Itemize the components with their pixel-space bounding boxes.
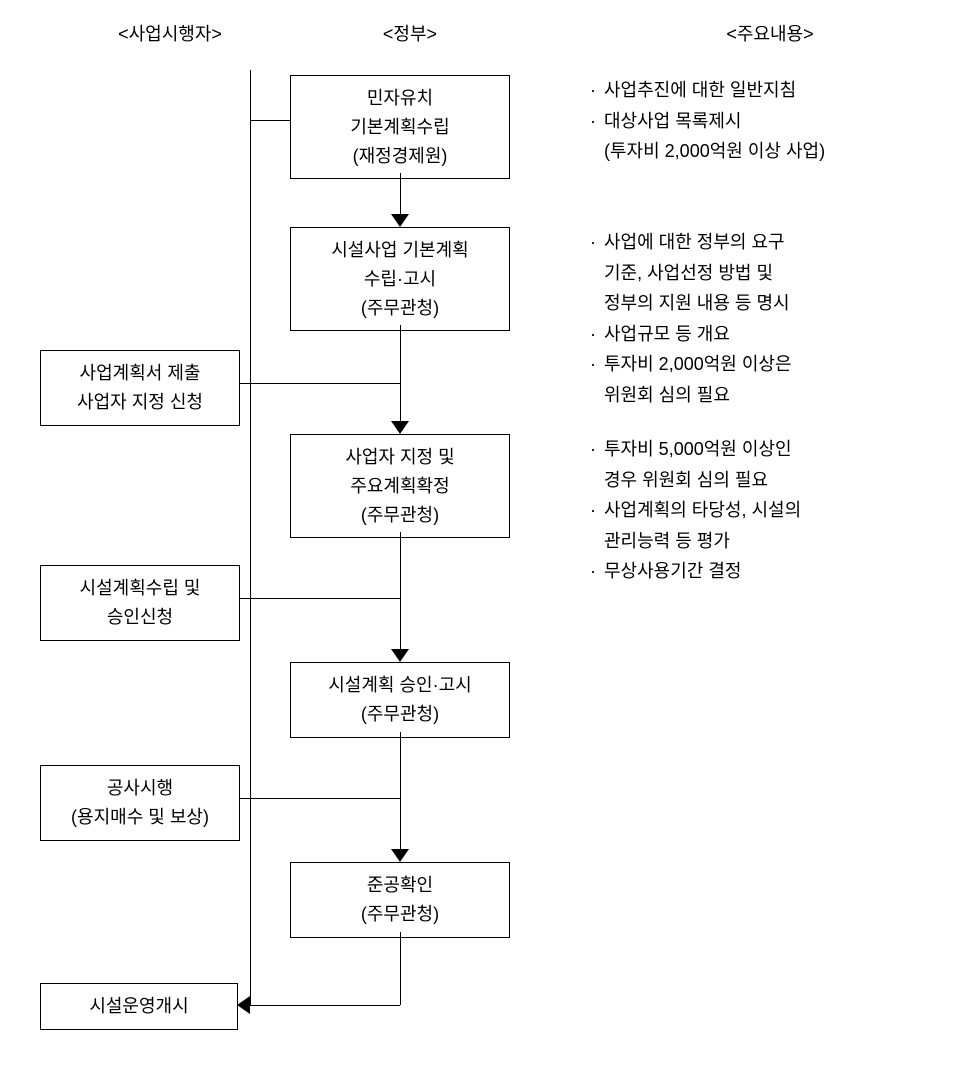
conn-gov4-gov5-v <box>400 732 401 850</box>
gov-box-3-line2: 주요계획확정 <box>350 472 449 501</box>
left-box-2: 시설계획수립 및 승인신청 <box>40 565 240 641</box>
gov-box-1-line2: 기본계획수립 <box>350 113 449 142</box>
note-line: 사업계획의 타당성, 시설의 <box>590 495 950 526</box>
note-line: 관리능력 등 평가 <box>590 526 950 557</box>
gov-box-5-line2: (주무관청) <box>361 900 439 929</box>
left-mainline <box>250 70 251 1005</box>
note-line: 사업추진에 대한 일반지침 <box>590 75 950 106</box>
conn-gov5-left4-h <box>250 1005 400 1006</box>
conn-left2-center <box>240 598 400 599</box>
arrow-gov1-gov2 <box>392 215 408 227</box>
conn-gov2-gov3-v <box>400 325 401 422</box>
conn-gov5-down <box>400 932 401 1005</box>
note-line: 사업규모 등 개요 <box>590 319 950 350</box>
note-line: 무상사용기간 결정 <box>590 556 950 587</box>
gov-box-5-line1: 준공확인 <box>367 871 433 900</box>
flowchart-container: <사업시행자> <정부> <주요내용> 민자유치 기본계획수립 (재정경제원) … <box>30 20 950 1048</box>
left-box-4-line1: 시설운영개시 <box>89 992 188 1021</box>
gov-box-4: 시설계획 승인·고시 (주무관청) <box>290 662 510 738</box>
note-line: (투자비 2,000억원 이상 사업) <box>590 136 950 167</box>
note-line: 투자비 2,000억원 이상은 <box>590 349 950 380</box>
gov-box-3-line1: 사업자 지정 및 <box>345 443 454 472</box>
conn-left1-center <box>240 383 400 384</box>
left-box-1-line2: 사업자 지정 신청 <box>77 388 203 417</box>
note-line: 정부의 지원 내용 등 명시 <box>590 288 950 319</box>
conn-gov1-gov2-v <box>400 173 401 215</box>
conn-gov3-gov4-v <box>400 532 401 650</box>
arrow-gov4-gov5 <box>392 850 408 862</box>
gov-box-2-line3: (주무관청) <box>361 294 439 323</box>
gov-box-3-line3: (주무관청) <box>361 501 439 530</box>
notes-2: 사업에 대한 정부의 요구기준, 사업선정 방법 및정부의 지원 내용 등 명시… <box>590 227 950 411</box>
note-line: 위원회 심의 필요 <box>590 380 950 411</box>
conn-left-to-gov1 <box>250 120 290 121</box>
gov-box-5: 준공확인 (주무관청) <box>290 862 510 938</box>
note-line: 사업에 대한 정부의 요구 <box>590 227 950 258</box>
gov-box-1-line1: 민자유치 <box>367 84 433 113</box>
gov-box-2: 시설사업 기본계획 수립·고시 (주무관청) <box>290 227 510 331</box>
header-right: <주요내용> <box>670 20 870 46</box>
gov-box-2-line2: 수립·고시 <box>364 265 436 294</box>
note-line: 투자비 5,000억원 이상인 <box>590 434 950 465</box>
left-box-4: 시설운영개시 <box>40 983 238 1030</box>
left-box-3-line1: 공사시행 <box>107 774 173 803</box>
gov-box-4-line1: 시설계획 승인·고시 <box>328 671 471 700</box>
note-line: 경우 위원회 심의 필요 <box>590 465 950 496</box>
notes-1: 사업추진에 대한 일반지침대상사업 목록제시(투자비 2,000억원 이상 사업… <box>590 75 950 167</box>
header-center: <정부> <box>350 20 470 46</box>
notes-3: 투자비 5,000억원 이상인경우 위원회 심의 필요사업계획의 타당성, 시설… <box>590 434 950 587</box>
left-box-2-line2: 승인신청 <box>107 603 173 632</box>
arrow-gov2-gov3 <box>392 422 408 434</box>
left-box-2-line1: 시설계획수립 및 <box>80 574 201 603</box>
left-box-1-line1: 사업계획서 제출 <box>80 359 201 388</box>
left-box-3-line2: (용지매수 및 보상) <box>71 803 209 832</box>
left-box-1: 사업계획서 제출 사업자 지정 신청 <box>40 350 240 426</box>
gov-box-2-line1: 시설사업 기본계획 <box>331 236 468 265</box>
left-box-3: 공사시행 (용지매수 및 보상) <box>40 765 240 841</box>
gov-box-1-line3: (재정경제원) <box>353 142 448 171</box>
arrow-to-left4 <box>238 997 250 1013</box>
conn-left3-center <box>240 798 400 799</box>
gov-box-1: 민자유치 기본계획수립 (재정경제원) <box>290 75 510 179</box>
gov-box-4-line2: (주무관청) <box>361 700 439 729</box>
header-left: <사업시행자> <box>70 20 270 46</box>
gov-box-3: 사업자 지정 및 주요계획확정 (주무관청) <box>290 434 510 538</box>
arrow-gov3-gov4 <box>392 650 408 662</box>
note-line: 기준, 사업선정 방법 및 <box>590 258 950 289</box>
note-line: 대상사업 목록제시 <box>590 106 950 137</box>
